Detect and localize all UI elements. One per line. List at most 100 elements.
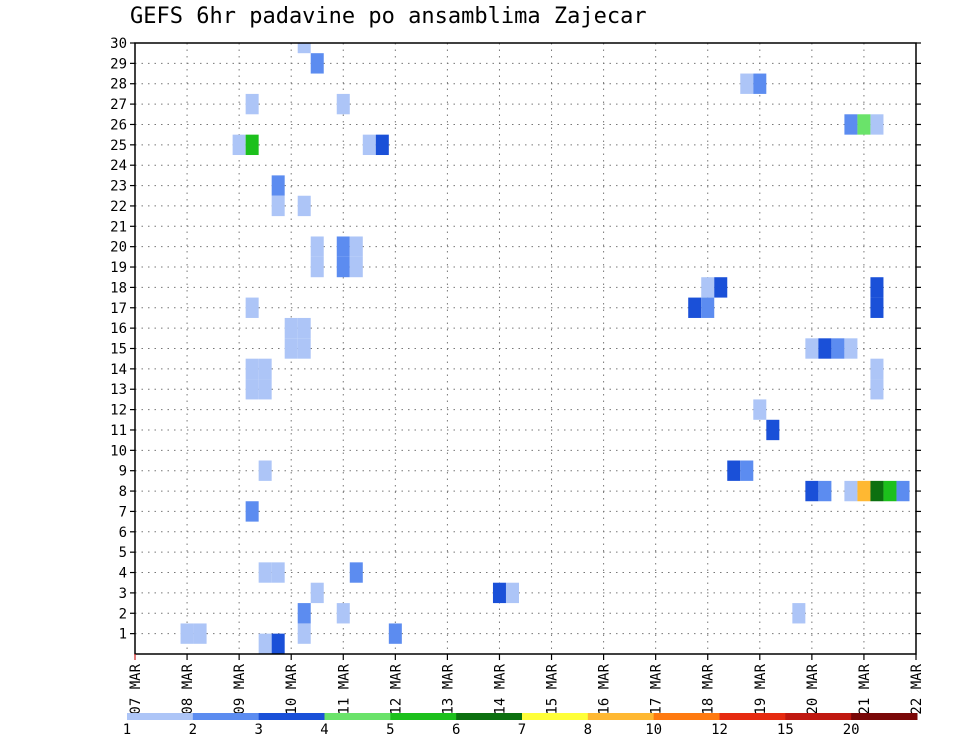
legend-swatch	[719, 713, 786, 720]
x-tick-label: 10 MAR	[284, 663, 300, 714]
heatmap-cell	[284, 338, 298, 359]
heatmap-cell	[492, 582, 506, 604]
heatmap-cell	[753, 399, 767, 420]
x-tick-label: 20 MAR	[805, 663, 821, 714]
heatmap-cell	[714, 277, 728, 298]
x-tick-label: 22 MAR	[909, 663, 925, 714]
heatmap-cell	[271, 633, 285, 654]
y-tick-label: 8	[119, 484, 127, 500]
legend-swatch	[390, 713, 457, 720]
heatmap-cell	[896, 480, 910, 502]
chart-title: GEFS 6hr padavine po ansamblima Zajecar	[130, 4, 647, 29]
legend-swatch	[127, 713, 194, 720]
heatmap-cell	[258, 633, 272, 654]
y-tick-label: 23	[110, 179, 127, 195]
heatmap-cell	[271, 175, 285, 196]
legend-label: 4	[320, 722, 328, 738]
heatmap-cell	[818, 338, 832, 359]
x-tick-label: 16 MAR	[597, 663, 613, 714]
heatmap-cell	[740, 460, 754, 481]
heatmap-cell	[271, 195, 285, 217]
heatmap-cell	[336, 93, 350, 115]
x-tick-label: 19 MAR	[753, 663, 769, 714]
heatmap-cell	[870, 379, 884, 400]
legend-swatch	[456, 713, 523, 720]
heatmap-cell	[766, 419, 780, 441]
y-tick-label: 30	[110, 36, 127, 52]
y-tick-label: 21	[110, 219, 127, 235]
heatmap-cell	[258, 562, 272, 583]
heatmap-cell	[336, 256, 350, 278]
y-tick-label: 14	[110, 362, 127, 378]
heatmap-cell	[388, 623, 402, 644]
legend-swatch	[785, 713, 852, 720]
color-legend: 1 2 3 4 5 6 7 8 10 12 15 20	[123, 713, 918, 738]
heatmap-cell	[870, 277, 884, 298]
x-tick-label: 13 MAR	[440, 663, 456, 714]
heatmap-cell	[701, 297, 715, 318]
heatmap-cell	[271, 562, 285, 583]
x-tick-label: 08 MAR	[180, 663, 196, 714]
x-tick-label: 15 MAR	[545, 663, 561, 714]
y-tick-label: 5	[119, 545, 127, 561]
heatmap-cell	[362, 134, 376, 156]
heatmap-cell	[349, 256, 363, 278]
heatmap-cell	[297, 317, 311, 339]
legend-swatch	[522, 713, 589, 720]
heatmap-cell	[349, 236, 363, 257]
heatmap-cell	[245, 379, 259, 400]
heatmap-cell	[297, 338, 311, 359]
legend-label: 10	[645, 722, 662, 738]
legend-label: 12	[711, 722, 728, 738]
y-tick-label: 17	[110, 301, 127, 317]
heatmap-cell	[727, 460, 741, 481]
x-tick-label: 14 MAR	[492, 663, 508, 714]
heatmap-cell	[870, 114, 884, 135]
legend-swatch	[324, 713, 391, 720]
legend-swatch	[258, 713, 325, 720]
heatmap-cell	[818, 480, 832, 502]
y-tick-label: 24	[110, 158, 127, 174]
legend-label: 15	[777, 722, 794, 738]
y-tick-label: 12	[110, 403, 127, 419]
heatmap-cell	[258, 460, 272, 481]
heatmap-cell	[375, 134, 389, 156]
heatmap-cell	[297, 623, 311, 644]
x-tick-label: 12 MAR	[388, 663, 404, 714]
heatmap-cell	[805, 480, 819, 502]
heatmap-cell	[883, 480, 897, 502]
legend-label: 5	[386, 722, 394, 738]
heatmap-cell	[258, 358, 272, 380]
heatmap-cell	[831, 338, 845, 359]
y-tick-label: 9	[119, 464, 127, 480]
heatmap-cell	[753, 73, 767, 94]
y-tick-label: 15	[110, 342, 127, 358]
heatmap-cell	[857, 114, 871, 135]
heatmap-cell	[297, 43, 311, 54]
heatmap-cell	[336, 603, 350, 624]
y-axis: 1234567891011121314151617181920212223242…	[110, 36, 921, 643]
legend-swatch	[192, 713, 260, 720]
y-tick-label: 11	[110, 423, 127, 439]
y-tick-label: 19	[110, 260, 127, 276]
y-tick-label: 1	[119, 627, 127, 643]
x-tick-label: 17 MAR	[649, 663, 665, 714]
y-tick-label: 13	[110, 382, 127, 398]
heatmap-cell	[232, 134, 246, 156]
heatmap-cell	[297, 603, 311, 624]
x-tick-label: 21 MAR	[857, 663, 873, 714]
x-tick-label: 09 MAR	[232, 663, 248, 714]
legend-label: 3	[254, 722, 262, 738]
y-tick-label: 6	[119, 525, 127, 541]
y-tick-label: 3	[119, 586, 127, 602]
heatmap-cell	[284, 317, 298, 339]
heatmap-cell	[180, 623, 194, 644]
heatmap-cell	[310, 236, 324, 257]
heatmap-cell	[245, 134, 259, 156]
x-axis: 07 MAR 08 MAR 09 MAR 10 MAR 11 MAR 12 MAR 13 M…	[128, 654, 925, 715]
heatmap-cell	[870, 480, 884, 502]
heatmap-cell	[349, 562, 363, 583]
y-tick-label: 4	[119, 566, 127, 582]
heatmap-cell	[310, 53, 324, 74]
